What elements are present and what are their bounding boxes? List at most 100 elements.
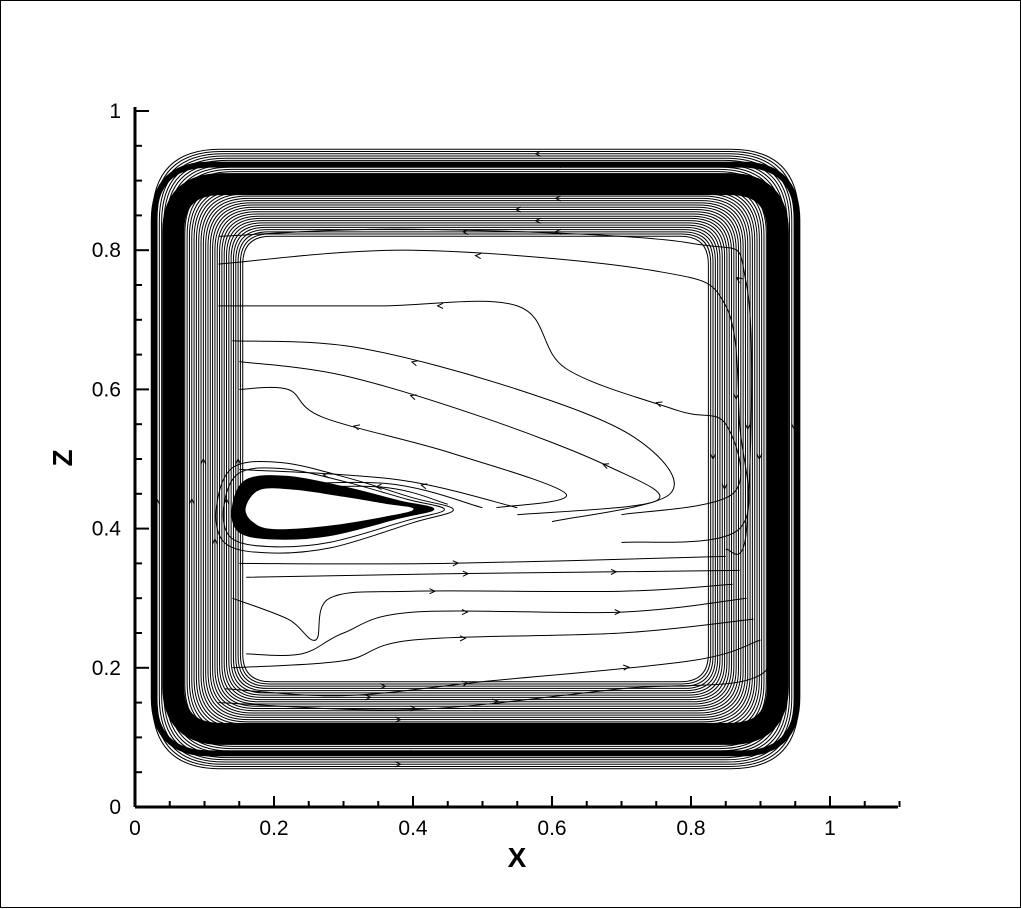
outer-streamline: [179, 175, 772, 743]
return-streamline: [232, 340, 675, 523]
return-streamline: [239, 386, 567, 509]
streamline-arrow: [420, 483, 428, 490]
lower-streamline: [232, 618, 754, 669]
outer-streamline: [186, 182, 765, 736]
streamline-arrow: [461, 680, 469, 687]
streamline-arrow: [188, 497, 195, 505]
lower-streamline: [218, 598, 777, 711]
outer-streamline: [156, 153, 795, 765]
streamline-arrow: [491, 698, 499, 705]
streamline-arrow: [709, 453, 717, 461]
streamlines: [150, 148, 801, 770]
streamline-arrow: [655, 401, 663, 408]
streamline-arrow: [352, 424, 361, 431]
streamline-arrow: [623, 664, 630, 671]
streamline-arrow: [409, 394, 417, 401]
streamline-arrow: [459, 635, 467, 642]
outer-streamline: [235, 229, 716, 689]
streamline-arrow: [461, 609, 469, 616]
outer-streamline: [207, 202, 744, 716]
outer-streamline: [212, 206, 739, 712]
streamline-arrow: [735, 276, 743, 284]
y-tick-label: 0.6: [92, 378, 121, 401]
streamline-arrow: [436, 302, 444, 309]
streamline-arrow: [410, 360, 418, 367]
streamline-arrow: [461, 229, 469, 236]
outer-streamline: [219, 213, 733, 705]
streamline-arrow: [601, 463, 610, 469]
y-tick-label: 1: [109, 100, 121, 123]
outer-streamline: [228, 222, 723, 696]
y-tick-label: 0: [109, 796, 121, 819]
outer-streamline: [175, 171, 777, 747]
x-tick-label: 1: [824, 817, 836, 840]
y-tick-label: 0.2: [92, 657, 121, 680]
vortex-streamline: [215, 460, 454, 554]
outer-streamline: [202, 197, 749, 721]
outer-streamline: [184, 180, 767, 738]
outer-streamline: [242, 235, 709, 683]
outer-streamline: [163, 159, 788, 759]
streamline-arrow: [474, 252, 482, 260]
outer-streamline: [151, 148, 800, 770]
y-axis-label: Z: [47, 449, 78, 466]
outer-streamline: [214, 209, 737, 709]
outer-streamline: [239, 233, 712, 685]
outer-streamline: [158, 155, 793, 763]
y-tick-label: 0.8: [92, 239, 121, 262]
x-axis-label: X: [508, 842, 527, 873]
streamline-arrow: [534, 217, 542, 224]
lower-streamline: [246, 597, 747, 656]
streamline-arrow: [744, 423, 751, 431]
x-tick-label: 0.2: [259, 817, 288, 840]
streamline-arrow: [429, 588, 437, 595]
outer-streamline: [223, 217, 728, 701]
outer-streamline: [161, 157, 790, 761]
lower-streamline: [246, 569, 740, 578]
x-tick-label: 0.4: [398, 817, 428, 840]
dense-streamline-band-outer: [150, 161, 801, 757]
return-streamline: [218, 228, 753, 555]
outer-streamline: [195, 191, 756, 727]
outer-streamline: [191, 186, 760, 732]
streamline-arrow: [610, 568, 618, 575]
axes: 0 0.2 0.4 0.6 0.8 1 0 0.2 0.4 0.6 0.8 1 X Z: [47, 100, 901, 873]
streamline-arrow: [733, 393, 740, 401]
outer-streamline: [154, 151, 797, 767]
vortex-streamline: [222, 467, 446, 548]
outer-streamline: [209, 204, 742, 714]
outer-streamline: [216, 211, 735, 707]
streamline-arrow: [364, 694, 372, 701]
outer-streamline: [237, 231, 714, 687]
streamline-arrow: [200, 457, 207, 465]
dense-streamline-band: [162, 173, 789, 745]
x-tick-label: 0: [129, 817, 141, 840]
outer-streamline: [226, 220, 726, 698]
streamline-arrow: [235, 457, 242, 465]
outer-streamline: [200, 195, 751, 723]
outer-streamline: [205, 200, 746, 718]
streamline-arrow: [756, 453, 763, 461]
x-tick-label: 0.6: [537, 817, 566, 840]
return-streamline: [218, 249, 750, 543]
lower-streamline: [239, 555, 726, 565]
outer-streamline: [170, 166, 781, 752]
lower-streamline: [232, 583, 733, 641]
streamline-arrow: [614, 609, 622, 616]
streamline-arrow: [375, 483, 382, 490]
streamline-arrow: [211, 537, 218, 545]
y-tick-label: 0.4: [92, 518, 122, 541]
outer-streamline: [230, 224, 721, 694]
outer-streamline: [193, 188, 758, 730]
return-streamline: [239, 468, 518, 509]
outer-streamline: [188, 184, 763, 734]
return-streamline: [218, 300, 742, 516]
streamline-arrow: [452, 560, 460, 567]
x-tick-label: 0.8: [676, 817, 705, 840]
lower-streamline: [225, 639, 761, 697]
outer-streamline: [232, 226, 719, 692]
vortex-eye: [245, 488, 414, 530]
streamline-arrow: [721, 483, 728, 491]
